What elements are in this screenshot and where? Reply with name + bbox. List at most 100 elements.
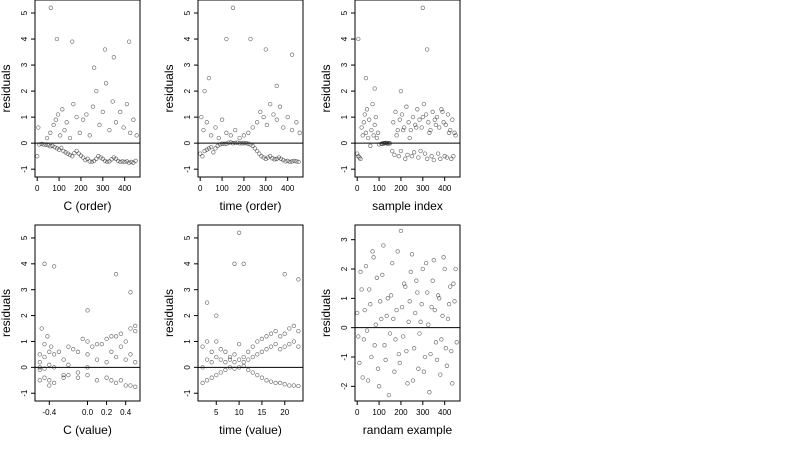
data-point: [201, 127, 206, 133]
data-point: [296, 159, 301, 165]
data-point: [374, 275, 380, 280]
data-point: [259, 154, 264, 159]
data-point: [109, 378, 114, 383]
panel-2: 0 100 200 300 400 -1 0 1 2 3 4 5 time (order) residua…: [162, 0, 304, 213]
data-point: [84, 112, 89, 117]
data-point: [76, 151, 81, 156]
data-point: [296, 344, 301, 349]
data-point: [394, 133, 399, 138]
data-point: [381, 243, 386, 248]
data-point: [250, 125, 255, 130]
data-point: [241, 261, 246, 266]
data-point: [294, 159, 299, 164]
data-point: [55, 112, 61, 117]
data-point: [71, 101, 76, 107]
data-point: [123, 383, 128, 388]
data-point: [375, 366, 381, 371]
data-point: [80, 117, 86, 122]
data-point: [421, 101, 427, 107]
data-point: [216, 135, 221, 141]
data-point: [453, 133, 458, 138]
y-tick-label: 0: [20, 365, 29, 370]
plot-frame: [354, 224, 461, 402]
y-tick-label: 2: [20, 88, 29, 93]
data-point: [405, 152, 410, 158]
points: [355, 5, 458, 163]
data-point: [259, 375, 265, 380]
data-point: [362, 112, 367, 117]
x-tick-label: 0: [355, 408, 360, 417]
data-point: [230, 141, 236, 146]
data-point: [382, 343, 387, 348]
data-point: [226, 140, 231, 145]
data-point: [104, 360, 109, 365]
data-point: [204, 147, 209, 152]
data-point: [289, 159, 295, 164]
data-point: [83, 157, 88, 163]
data-point: [241, 141, 247, 146]
data-point: [66, 372, 71, 378]
data-point: [61, 148, 66, 154]
data-point: [297, 130, 302, 135]
data-point: [416, 366, 421, 371]
data-point: [452, 299, 457, 304]
data-point: [277, 104, 283, 109]
data-point: [263, 47, 268, 52]
data-point: [289, 52, 295, 57]
data-point: [214, 313, 219, 318]
y-tick-label: -2: [340, 382, 349, 390]
data-point: [365, 135, 371, 141]
data-point: [384, 313, 389, 319]
data-point: [430, 109, 435, 115]
data-point: [232, 261, 237, 266]
data-point: [51, 380, 57, 386]
data-point: [133, 328, 138, 334]
data-point: [42, 375, 47, 380]
data-point: [282, 382, 287, 387]
data-point: [254, 148, 260, 154]
data-point: [364, 107, 370, 112]
data-point: [407, 135, 412, 141]
data-point: [222, 141, 227, 147]
y-tick-label: 4: [20, 261, 29, 266]
data-point: [99, 341, 104, 347]
data-point: [39, 141, 44, 147]
data-point: [85, 308, 90, 313]
data-point: [439, 337, 444, 342]
data-point: [402, 281, 407, 286]
data-point: [107, 159, 112, 164]
data-point: [411, 346, 417, 351]
x-tick-label: 20: [280, 408, 289, 417]
data-point: [454, 340, 459, 345]
data-point: [373, 114, 378, 120]
data-point: [126, 160, 132, 165]
data-point: [418, 148, 423, 154]
x-tick-label: 5: [214, 408, 219, 417]
x-tick-label: 100: [215, 184, 229, 193]
data-point: [276, 155, 282, 160]
data-point: [449, 348, 454, 354]
data-point: [227, 365, 233, 370]
y-tick-label: -1: [183, 389, 192, 397]
data-point: [356, 334, 361, 339]
data-point: [219, 117, 225, 122]
data-point: [206, 146, 212, 151]
x-tick-label: 300: [416, 184, 430, 193]
data-point: [356, 36, 361, 42]
y-tick-label: 4: [183, 261, 192, 266]
data-point: [360, 375, 365, 380]
data-point: [437, 296, 442, 301]
data-point: [413, 122, 418, 128]
data-point: [208, 133, 214, 138]
data-point: [243, 141, 249, 146]
data-point: [204, 378, 210, 383]
data-point: [408, 127, 413, 133]
data-point: [368, 302, 373, 307]
data-point: [423, 260, 429, 266]
data-point: [264, 334, 269, 339]
data-point: [255, 339, 260, 344]
data-point: [128, 290, 133, 295]
data-point: [406, 120, 411, 125]
data-point: [368, 143, 373, 148]
data-point: [415, 290, 420, 295]
